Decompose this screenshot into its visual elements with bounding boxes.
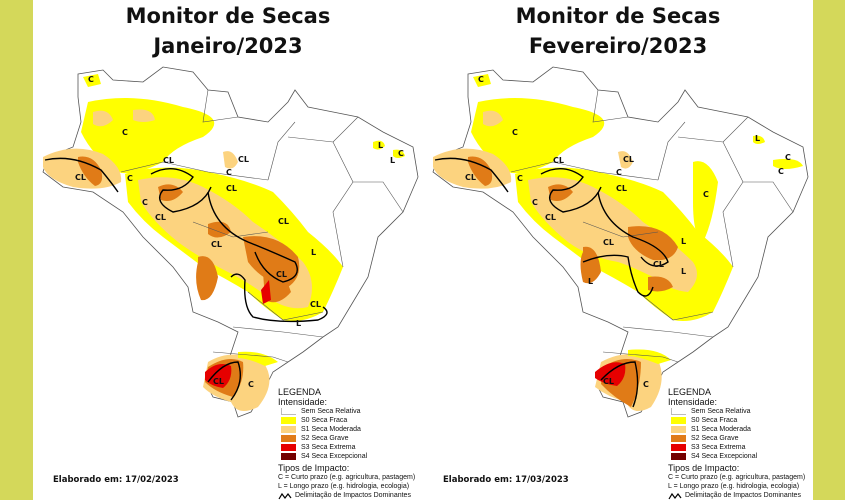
- svg-text:CL: CL: [226, 184, 237, 193]
- svg-text:C: C: [142, 198, 148, 207]
- delimitation-line-icon: [668, 492, 682, 500]
- map-subtitle: Janeiro/2023: [153, 34, 303, 58]
- elaboration-date: Elaborado em: 17/02/2023: [53, 475, 179, 485]
- drought-map-february: C C CL C CL C CL CL C CL C CL L CL L L L…: [432, 66, 809, 418]
- swatch-none: [671, 408, 686, 415]
- legend-item-s3: S3 Seca Extrema: [281, 443, 423, 452]
- legend-impact-heading: Tipos de Impacto:: [668, 463, 740, 473]
- svg-text:CL: CL: [603, 238, 614, 247]
- svg-text:CL: CL: [278, 217, 289, 226]
- svg-text:C: C: [127, 174, 133, 183]
- legend-item-s1: S1 Seca Moderada: [671, 425, 813, 434]
- svg-text:C: C: [703, 190, 709, 199]
- svg-text:C: C: [532, 198, 538, 207]
- legend-item-s0: S0 Seca Fraca: [281, 416, 423, 425]
- legend-intensity-heading: Intensidade:: [278, 397, 328, 407]
- legend-item-s4: S4 Seca Excepcional: [671, 452, 813, 461]
- legend-delimitation: Delimitação de Impactos Dominantes: [668, 491, 813, 500]
- swatch-s4: [671, 453, 686, 460]
- elaboration-date: Elaborado em: 17/03/2023: [443, 475, 569, 485]
- legend-item-s0: S0 Seca Fraca: [671, 416, 813, 425]
- legend-intensity-heading: Intensidade:: [668, 397, 718, 407]
- swatch-s3: [671, 444, 686, 451]
- swatch-s2: [281, 435, 296, 442]
- map-legend: LEGENDA Intensidade: Sem Seca Relativa S…: [668, 387, 813, 500]
- legend-impact-heading: Tipos de Impacto:: [278, 463, 350, 473]
- svg-text:CL: CL: [616, 184, 627, 193]
- svg-text:CL: CL: [238, 155, 249, 164]
- svg-text:L: L: [681, 237, 686, 246]
- svg-text:L: L: [296, 319, 301, 328]
- svg-text:CL: CL: [310, 300, 321, 309]
- legend-title: LEGENDA: [278, 387, 322, 397]
- legend-item-s2: S2 Seca Grave: [671, 434, 813, 443]
- legend-impact-l: L = Longo prazo (e.g. hidrologia, ecolog…: [278, 483, 410, 490]
- svg-text:CL: CL: [603, 377, 614, 386]
- delimitation-line-icon: [278, 492, 292, 500]
- svg-text:C: C: [778, 167, 784, 176]
- svg-text:CL: CL: [163, 156, 174, 165]
- svg-text:C: C: [643, 380, 649, 389]
- swatch-s0: [671, 417, 686, 424]
- drought-monitor-comparison: Monitor de Secas Janeiro/2023: [33, 0, 813, 500]
- svg-text:CL: CL: [75, 173, 86, 182]
- legend-impact-l: L = Longo prazo (e.g. hidrologia, ecolog…: [668, 483, 800, 490]
- svg-text:C: C: [478, 75, 484, 84]
- svg-text:C: C: [616, 168, 622, 177]
- legend-item-s3: S3 Seca Extrema: [671, 443, 813, 452]
- svg-text:L: L: [755, 134, 760, 143]
- swatch-s1: [281, 426, 296, 433]
- svg-text:CL: CL: [553, 156, 564, 165]
- legend-item-s2: S2 Seca Grave: [281, 434, 423, 443]
- svg-text:CL: CL: [653, 260, 664, 269]
- map-legend: LEGENDA Intensidade: Sem Seca Relativa S…: [278, 387, 423, 500]
- legend-item-s4: S4 Seca Excepcional: [281, 452, 423, 461]
- panel-february: Monitor de Secas Fevereiro/2023: [423, 0, 813, 500]
- svg-text:CL: CL: [213, 377, 224, 386]
- swatch-s1: [671, 426, 686, 433]
- svg-text:C: C: [512, 128, 518, 137]
- svg-text:CL: CL: [465, 173, 476, 182]
- map-title: Monitor de Secas: [515, 4, 721, 28]
- svg-text:L: L: [390, 156, 395, 165]
- legend-item-none: Sem Seca Relativa: [281, 407, 423, 416]
- swatch-s2: [671, 435, 686, 442]
- svg-text:L: L: [311, 248, 316, 257]
- svg-text:CL: CL: [276, 270, 287, 279]
- impact-labels: C C CL C CL C CL CL C CL C CL L CL L L L…: [465, 75, 791, 389]
- svg-text:CL: CL: [155, 213, 166, 222]
- swatch-s0: [281, 417, 296, 424]
- legend-impact-c: C = Curto prazo (e.g. agricultura, pasta…: [668, 474, 806, 481]
- swatch-s4: [281, 453, 296, 460]
- swatch-s3: [281, 444, 296, 451]
- svg-text:C: C: [785, 153, 791, 162]
- impact-labels: C C CL C CL C CL CL C CL CL CL L CL CL L…: [75, 75, 404, 389]
- svg-text:C: C: [398, 149, 404, 158]
- svg-text:L: L: [588, 277, 593, 286]
- swatch-none: [281, 408, 296, 415]
- svg-text:C: C: [88, 75, 94, 84]
- svg-text:C: C: [517, 174, 523, 183]
- svg-text:CL: CL: [545, 213, 556, 222]
- legend-impact-c: C = Curto prazo (e.g. agricultura, pasta…: [278, 474, 416, 481]
- svg-text:C: C: [226, 168, 232, 177]
- svg-text:CL: CL: [623, 155, 634, 164]
- legend-delimitation: Delimitação de Impactos Dominantes: [278, 491, 423, 500]
- svg-text:L: L: [681, 267, 686, 276]
- svg-text:CL: CL: [211, 240, 222, 249]
- svg-text:L: L: [378, 141, 383, 150]
- legend-item-s1: S1 Seca Moderada: [281, 425, 423, 434]
- map-title: Monitor de Secas: [125, 4, 331, 28]
- legend-item-none: Sem Seca Relativa: [671, 407, 813, 416]
- map-subtitle: Fevereiro/2023: [528, 34, 708, 58]
- svg-text:C: C: [122, 128, 128, 137]
- drought-map-january: C C CL C CL C CL CL C CL CL CL L CL CL L…: [42, 66, 419, 418]
- panel-january: Monitor de Secas Janeiro/2023: [33, 0, 423, 500]
- legend-title: LEGENDA: [668, 387, 712, 397]
- svg-text:C: C: [248, 380, 254, 389]
